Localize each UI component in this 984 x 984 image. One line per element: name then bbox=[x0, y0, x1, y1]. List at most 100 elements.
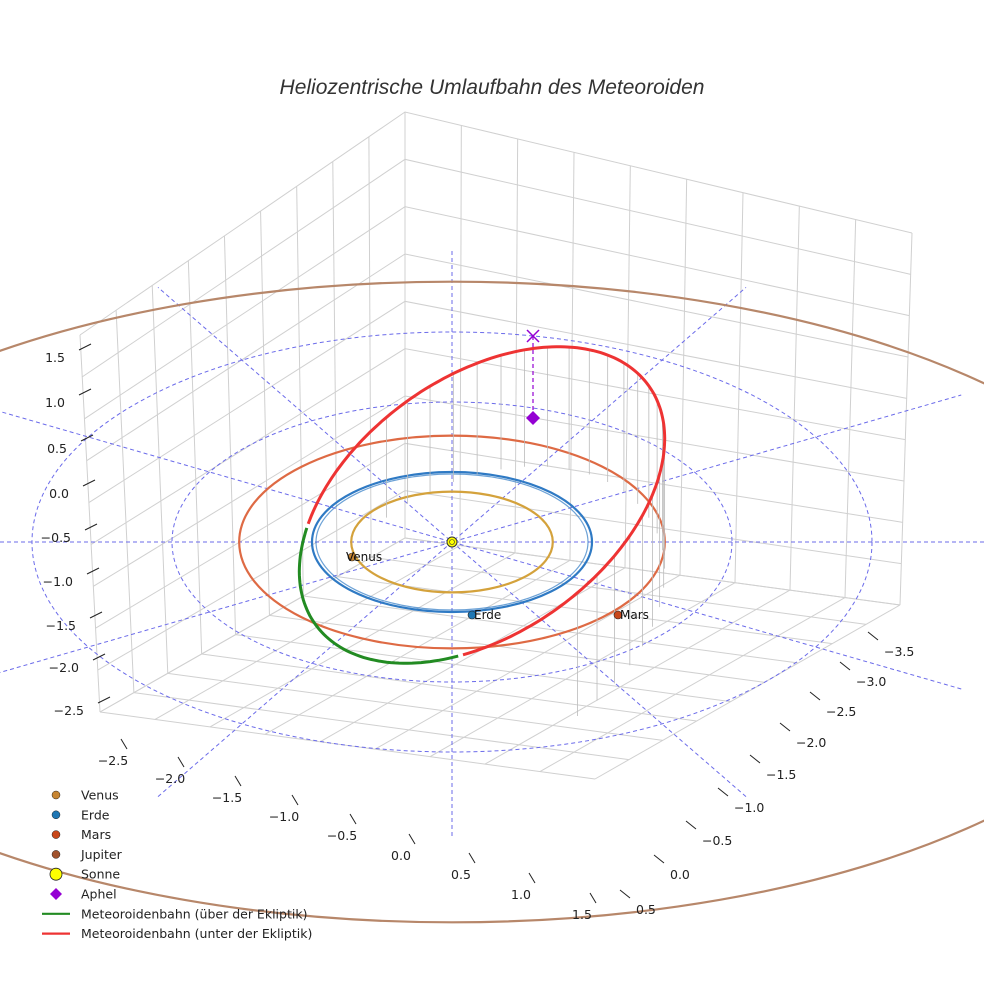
z-tick-label: −1.0 bbox=[43, 574, 73, 589]
grid-line bbox=[337, 576, 833, 645]
y-tick-label: −0.5 bbox=[702, 833, 732, 848]
y-tick-mark bbox=[653, 854, 665, 864]
grid-line bbox=[79, 111, 913, 336]
legend-marker-jupiter bbox=[51, 850, 61, 859]
grid-line bbox=[569, 152, 575, 561]
x-tick-mark bbox=[120, 738, 128, 750]
grid-line bbox=[539, 597, 846, 772]
grid-line bbox=[734, 192, 744, 583]
grid-line bbox=[235, 634, 731, 703]
y-tick-label: −1.5 bbox=[766, 767, 796, 782]
x-tick-mark bbox=[349, 813, 357, 825]
axis-grid bbox=[79, 111, 913, 780]
grid-line bbox=[374, 574, 681, 750]
x-tick-label: −1.0 bbox=[269, 809, 299, 824]
legend-marker-aphel bbox=[50, 888, 62, 900]
x-tick-mark bbox=[291, 794, 299, 806]
z-tick-label: 0.5 bbox=[47, 441, 67, 456]
z-tick-label: −2.5 bbox=[54, 703, 84, 718]
z-tick-mark bbox=[84, 523, 98, 531]
grid-line bbox=[81, 158, 911, 378]
grid-line bbox=[93, 395, 905, 587]
grid-line bbox=[319, 567, 626, 743]
legend-marker-sonne bbox=[49, 867, 63, 881]
grid-line bbox=[371, 556, 867, 625]
z-tick-mark bbox=[86, 567, 100, 575]
drop-lines bbox=[386, 347, 666, 717]
z-tick-label: 1.0 bbox=[45, 395, 65, 410]
z-tick-mark bbox=[97, 696, 111, 704]
x-tick-label: 1.0 bbox=[511, 887, 531, 902]
x-tick-mark bbox=[528, 872, 536, 884]
legend-marker-erde bbox=[51, 810, 61, 820]
sun-marker-core bbox=[449, 539, 455, 545]
z-tick-label: −0.5 bbox=[41, 530, 71, 545]
legend-label: Jupiter bbox=[80, 847, 123, 862]
grid-line bbox=[303, 595, 799, 664]
grid-line bbox=[844, 219, 857, 598]
x-tick-mark bbox=[408, 833, 416, 845]
x-tick-label: −2.5 bbox=[98, 753, 128, 768]
grid-line bbox=[429, 582, 736, 758]
z-tick-mark bbox=[82, 479, 96, 487]
grid-line bbox=[368, 136, 372, 558]
grid-line bbox=[269, 614, 765, 683]
x-tick-label: −2.0 bbox=[155, 771, 185, 786]
z-tick-mark bbox=[80, 434, 94, 442]
planet-marker-erde bbox=[467, 610, 477, 620]
legend-label: Mars bbox=[81, 827, 111, 842]
legend-label: Venus bbox=[81, 788, 119, 803]
grid-line bbox=[209, 552, 516, 728]
meteoroid-orbit bbox=[297, 345, 667, 665]
legend-marker-venus bbox=[51, 790, 61, 800]
x-tick-label: −0.5 bbox=[327, 828, 357, 843]
reference-lines bbox=[0, 248, 984, 836]
planet-marker-venus bbox=[347, 552, 357, 562]
meteoroid-orbit-below bbox=[306, 345, 667, 657]
x-tick-label: 0.0 bbox=[391, 848, 411, 863]
z-tick-label: 0.0 bbox=[49, 486, 69, 501]
z-tick-mark bbox=[89, 611, 103, 619]
y-tick-label: −2.5 bbox=[826, 704, 856, 719]
orbit-erde bbox=[310, 470, 594, 614]
z-tick-label: −1.5 bbox=[46, 618, 76, 633]
grid-line bbox=[154, 545, 461, 720]
grid-line bbox=[201, 653, 697, 722]
x-tick-mark bbox=[468, 852, 476, 864]
z-tick-mark bbox=[78, 388, 92, 396]
grid-line bbox=[88, 300, 907, 503]
legend-marker-mars bbox=[51, 830, 61, 839]
orbit-jupiter bbox=[0, 280, 984, 924]
x-tick-label: −1.5 bbox=[212, 790, 242, 805]
planet-label-venus: Venus bbox=[346, 550, 382, 564]
planet-marker-mars bbox=[613, 610, 623, 620]
grid-line bbox=[95, 442, 903, 629]
grid-line bbox=[99, 537, 406, 713]
x-tick-mark bbox=[177, 756, 185, 768]
aphel-marker bbox=[526, 411, 540, 425]
y-tick-mark bbox=[809, 691, 821, 701]
x-tick-mark bbox=[234, 775, 242, 787]
grid-line bbox=[79, 334, 101, 713]
grid-line bbox=[223, 235, 237, 635]
grid-line bbox=[99, 537, 901, 713]
grid-line bbox=[86, 253, 909, 462]
planet-label-erde: Erde bbox=[474, 608, 501, 622]
axis-ticks: 1.5 1.0 0.5 0.0 −0.5 −1.0 −1.5 −2.0 −2.5 −2.5 −2.0… bbox=[41, 343, 914, 922]
grid-line bbox=[514, 138, 519, 553]
y-tick-mark bbox=[779, 722, 791, 732]
grid-line bbox=[90, 348, 906, 545]
x-tick-label: 0.5 bbox=[451, 867, 471, 882]
legend-label: Meteoroidenbahn (unter der Ekliptik) bbox=[81, 926, 312, 941]
y-tick-label: −2.0 bbox=[796, 735, 826, 750]
y-tick-mark bbox=[839, 661, 851, 671]
y-tick-label: −3.0 bbox=[856, 674, 886, 689]
grid-line bbox=[679, 179, 688, 576]
grid-line bbox=[97, 490, 902, 671]
y-tick-label: −1.0 bbox=[734, 800, 764, 815]
grid-line bbox=[260, 211, 270, 616]
z-tick-label: 1.5 bbox=[45, 350, 65, 365]
grid-line bbox=[133, 692, 629, 761]
orbit-erde-inner bbox=[315, 473, 589, 611]
